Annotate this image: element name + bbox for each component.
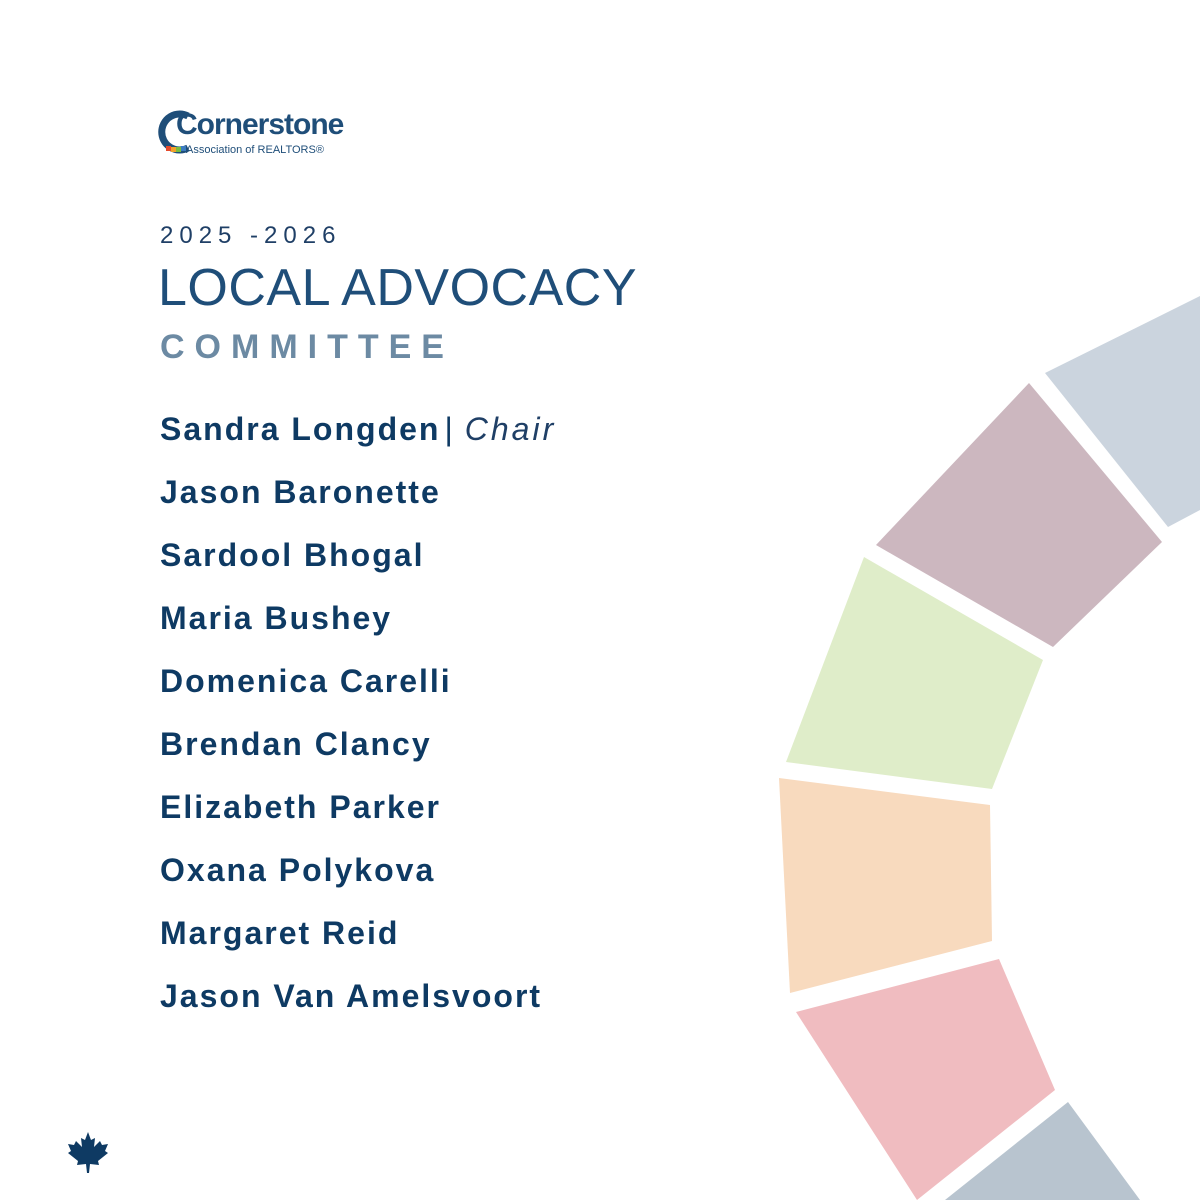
member-item: Domenica Carelli: [160, 662, 556, 725]
member-item: Elizabeth Parker: [160, 788, 556, 851]
member-item: Jason Baronette: [160, 473, 556, 536]
page-subtitle: COMMITTEE: [160, 328, 454, 366]
member-list: Sandra Longden | Chair Jason Baronette Sar…: [160, 410, 556, 1040]
member-name: Brendan Clancy: [160, 726, 432, 762]
logo-mark-icon: [158, 110, 190, 154]
ring-segment-peach: [779, 778, 992, 993]
member-item: Sardool Bhogal: [160, 536, 556, 599]
logo-tagline: Association of REALTORS®: [186, 144, 324, 156]
ring-segment-green: [786, 557, 1043, 789]
member-role: Chair: [464, 411, 557, 447]
cornerstone-logo: Cornerstone Association of REALTORS®: [158, 108, 378, 160]
member-item: Sandra Longden | Chair: [160, 410, 556, 473]
member-item: Maria Bushey: [160, 599, 556, 662]
member-name: Margaret Reid: [160, 915, 400, 951]
ring-segment-mauve: [876, 383, 1162, 647]
member-name: Oxana Polykova: [160, 852, 436, 888]
member-name: Maria Bushey: [160, 600, 393, 636]
member-name: Jason Van Amelsvoort: [160, 978, 543, 1014]
ring-segment-pink: [796, 959, 1055, 1200]
ring-segment-gray: [1045, 296, 1200, 527]
member-name: Sandra Longden: [160, 411, 441, 447]
logo-wordmark: Cornerstone: [176, 108, 344, 141]
member-item: Oxana Polykova: [160, 851, 556, 914]
member-item: Margaret Reid: [160, 914, 556, 977]
page-title: LOCAL ADVOCACY: [158, 259, 638, 317]
ring-segment-slate: [945, 1102, 1140, 1200]
member-name: Jason Baronette: [160, 474, 441, 510]
member-name: Domenica Carelli: [160, 663, 452, 699]
member-item: Brendan Clancy: [160, 725, 556, 788]
member-item: Jason Van Amelsvoort: [160, 977, 556, 1040]
maple-leaf-icon: [68, 1132, 108, 1173]
committee-term-years: 2025 -2026: [160, 222, 342, 249]
member-name: Elizabeth Parker: [160, 789, 441, 825]
member-name: Sardool Bhogal: [160, 537, 425, 573]
role-separator: |: [444, 411, 455, 447]
